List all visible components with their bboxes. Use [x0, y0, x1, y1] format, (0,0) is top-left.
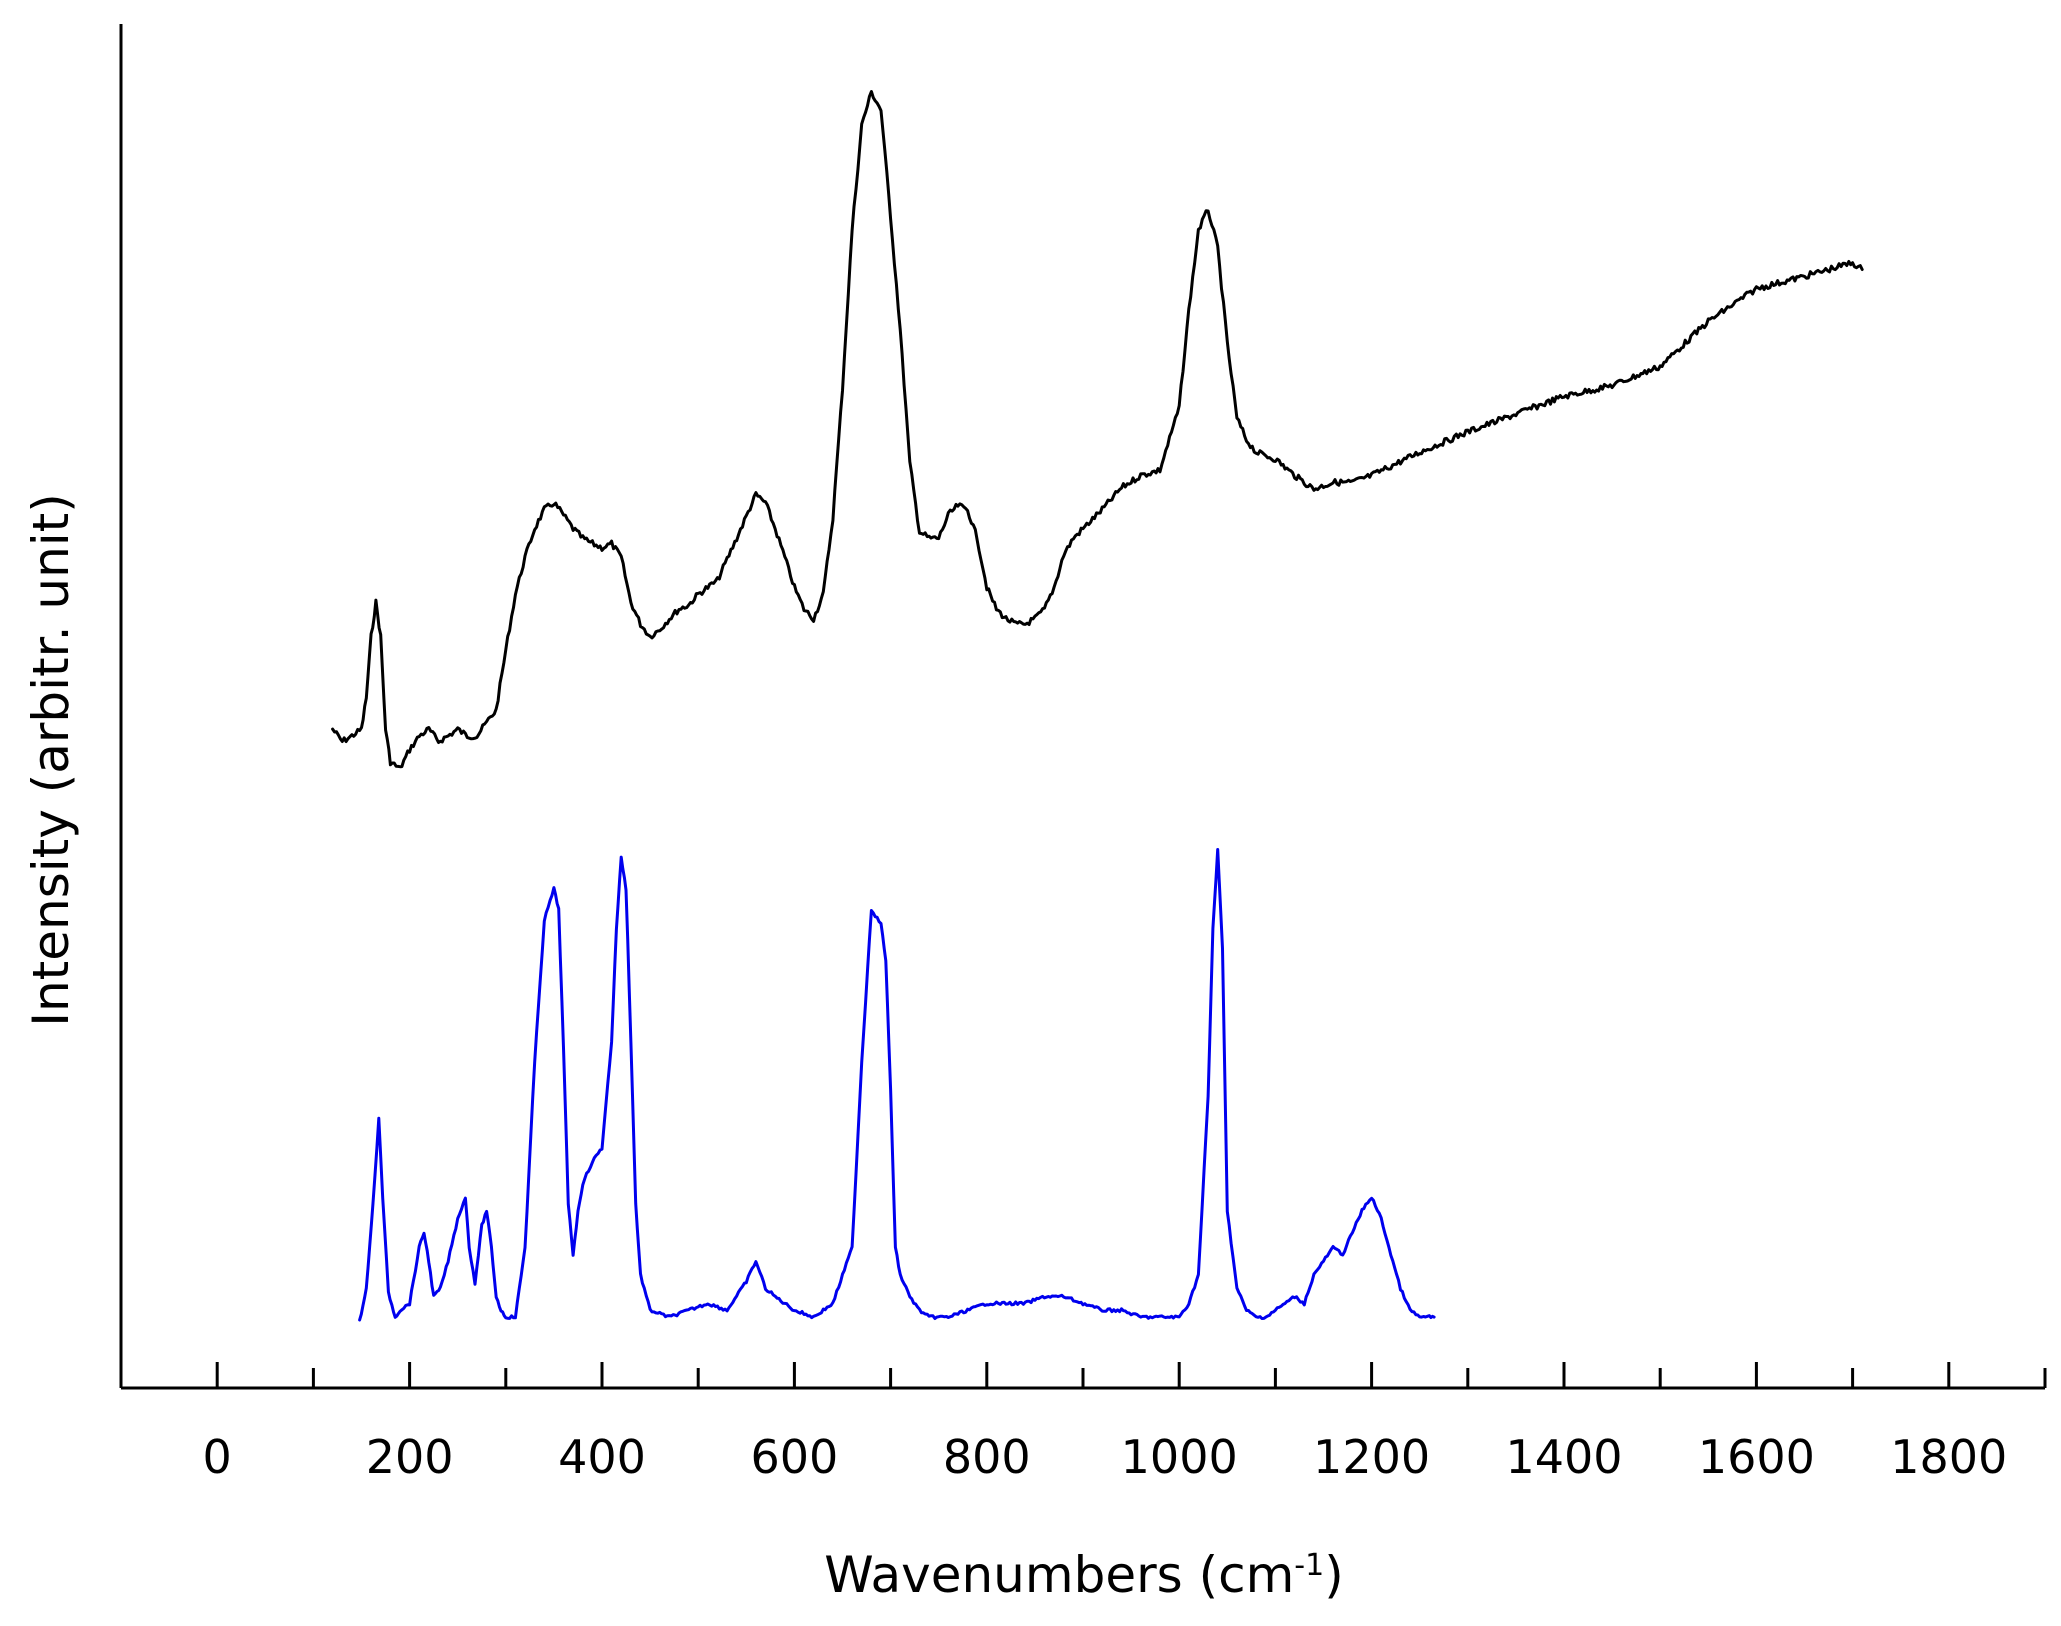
x-axis-title-superscript: -1	[1294, 1548, 1324, 1583]
x-tick-label: 800	[943, 1430, 1031, 1484]
x-tick-label: 400	[558, 1430, 646, 1484]
axes	[119, 24, 2045, 1390]
x-axis-ticks	[119, 1362, 2047, 1388]
x-tick-label: 1000	[1121, 1430, 1238, 1484]
x-axis-title-main: Wavenumbers (cm	[824, 1546, 1294, 1604]
series-line-blue	[358, 848, 1436, 1322]
series-layer	[331, 90, 1864, 1322]
x-tick-label: 1400	[1505, 1430, 1622, 1484]
x-axis-title-end: )	[1324, 1546, 1344, 1604]
series-line-black	[331, 90, 1864, 769]
x-tick-label: 600	[750, 1430, 838, 1484]
y-axis-title: Intensity (arbitr. unit)	[22, 493, 80, 1027]
x-axis-title: Wavenumbers (cm-1)	[824, 1546, 1343, 1604]
x-tick-label: 200	[366, 1430, 454, 1484]
x-axis-tick-labels: 0 200 400 600 800 1000 1200 1400 1600 1800	[203, 1430, 2008, 1484]
x-tick-label: 1200	[1313, 1430, 1430, 1484]
x-tick-label: 0	[203, 1430, 232, 1484]
x-tick-label: 1600	[1698, 1430, 1815, 1484]
x-tick-label: 1800	[1890, 1430, 2007, 1484]
